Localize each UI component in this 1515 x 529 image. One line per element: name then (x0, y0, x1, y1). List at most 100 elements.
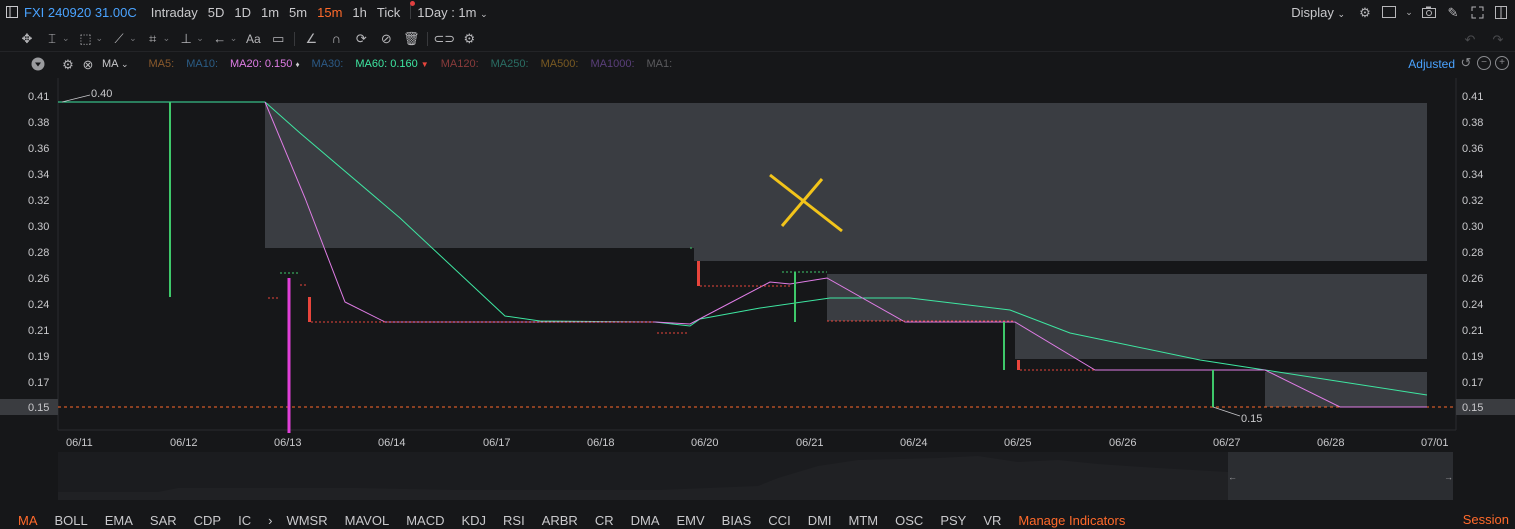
chevron-down-icon[interactable]: ⌄ (95, 33, 104, 43)
settings-icon[interactable]: ⚙ (463, 31, 476, 46)
indicator-mavol[interactable]: MAVOL (344, 513, 390, 528)
y-tick: 0.36 (28, 143, 49, 155)
ticker-symbol[interactable]: FXI 240920 31.00C (24, 4, 137, 20)
comment-icon[interactable]: ▭ (272, 31, 285, 46)
indicator-rsi[interactable]: RSI (503, 513, 525, 528)
indicator-kdj[interactable]: KDJ (461, 513, 487, 528)
period-1h[interactable]: 1h (352, 4, 367, 20)
period-15m[interactable]: 15m (317, 4, 343, 20)
ma5-label: MA5: (148, 58, 175, 70)
indicator-osc[interactable]: OSC (895, 513, 924, 528)
indicator-sar[interactable]: SAR (149, 513, 177, 528)
low-pointer (1212, 406, 1241, 417)
indicator-cci[interactable]: CCI (768, 513, 791, 528)
collapse-icon[interactable] (30, 56, 46, 72)
reset-icon[interactable]: ↺ (1460, 55, 1472, 70)
manage-indicators-link[interactable]: Manage Indicators (1018, 513, 1126, 528)
trend-line-icon[interactable]: ⟋ (114, 31, 124, 46)
indicator-arbr[interactable]: ARBR (541, 513, 578, 528)
y-tick: 0.17 (1462, 377, 1483, 389)
move-icon[interactable]: ✥ (21, 31, 33, 46)
text-icon[interactable]: Aa (245, 31, 261, 46)
chart-canvas[interactable]: 0.40 0.15 0.41 0.38 0.36 0.34 0.32 0.30 … (0, 78, 1515, 452)
y-tick: 0.24 (1462, 299, 1483, 311)
chevron-down-icon[interactable]: ⌄ (1405, 6, 1413, 17)
y-tick: 0.34 (1462, 169, 1483, 181)
chevron-down-icon[interactable]: ⌄ (162, 33, 171, 43)
chevron-down-icon[interactable]: ⌄ (129, 33, 137, 43)
sync-icon[interactable]: ⟳ (355, 31, 367, 46)
camera-icon[interactable] (1421, 4, 1437, 20)
period-1d[interactable]: 1D (234, 4, 251, 20)
trash-icon[interactable]: 🗑 (403, 31, 420, 46)
period-1m[interactable]: 1m (260, 4, 280, 20)
high-pointer (61, 94, 91, 103)
ma-selector[interactable]: MA ⌄ (102, 58, 129, 70)
ruler-icon[interactable]: ∠ (305, 31, 318, 46)
panel-icon[interactable] (1493, 4, 1509, 20)
arrow-icon[interactable]: ← (213, 31, 227, 46)
session-button[interactable]: Session (1462, 512, 1509, 527)
link-icon[interactable]: ⊂⊃ (433, 31, 456, 46)
period-5m[interactable]: 5m (289, 4, 308, 20)
navigator-left-handle[interactable]: ← (1228, 472, 1237, 482)
pencil-icon[interactable]: ✎ (1447, 4, 1459, 20)
indicator-ema[interactable]: EMA (104, 513, 133, 528)
zoom-out-icon[interactable]: − (1477, 56, 1491, 70)
chevron-down-icon[interactable]: ⌄ (229, 33, 238, 43)
undo-icon[interactable]: ↶ (1464, 31, 1476, 47)
navigator-window[interactable] (1228, 452, 1453, 500)
candle-body (1017, 360, 1020, 370)
indicator-ma[interactable]: MA (18, 513, 38, 528)
chevron-right-icon[interactable]: › (268, 513, 273, 528)
indicator-macd[interactable]: MACD (406, 513, 445, 528)
period-intraday[interactable]: Intraday (150, 4, 198, 20)
indicator-emv[interactable]: EMV (676, 513, 705, 528)
ma60-value: 0.160 (390, 58, 418, 70)
indicator-wmsr[interactable]: WMSR (286, 513, 328, 528)
y-tick: 0.15 (1462, 402, 1483, 414)
indicator-mtm[interactable]: MTM (848, 513, 879, 528)
adjusted-toggle[interactable]: Adjusted (1408, 57, 1455, 71)
indicator-psy[interactable]: PSY (940, 513, 967, 528)
indicator-boll[interactable]: BOLL (54, 513, 88, 528)
period-5d[interactable]: 5D (207, 4, 225, 20)
gear-icon[interactable]: ⚙ (1359, 4, 1371, 20)
time-navigator[interactable]: ← → (58, 452, 1453, 500)
candle-body (697, 261, 700, 286)
period-tick[interactable]: Tick (376, 4, 401, 20)
y-tick: 0.41 (28, 91, 49, 103)
expand-icon[interactable] (1469, 4, 1485, 20)
indicator-dma[interactable]: DMA (630, 513, 660, 528)
indicator-cdp[interactable]: CDP (193, 513, 222, 528)
redo-icon[interactable]: ↷ (1492, 31, 1504, 47)
ma60-marker: ▼ (420, 60, 429, 69)
indicator-ic[interactable]: IC (238, 513, 252, 528)
indicator-bias[interactable]: BIAS (721, 513, 752, 528)
x-tick: 06/28 (1317, 437, 1345, 449)
indicator-cr[interactable]: CR (594, 513, 614, 528)
x-tick: 06/21 (796, 437, 824, 449)
layout-icon[interactable] (1381, 4, 1397, 20)
cursor-line-icon[interactable]: ⌶ (48, 31, 56, 46)
close-icon[interactable]: ⊗ (82, 56, 94, 72)
navigator-right-handle[interactable]: → (1444, 472, 1453, 482)
zoom-in-icon[interactable]: + (1495, 56, 1509, 70)
price-chart[interactable]: 0.40 0.15 0.41 0.38 0.36 0.34 0.32 0.30 … (0, 78, 1515, 452)
magnet-icon[interactable]: ∩ (331, 31, 341, 46)
indicator-vr[interactable]: VR (983, 513, 1002, 528)
display-menu[interactable]: Display ⌄ (1291, 5, 1345, 20)
fibonacci-icon[interactable]: ⊥ (180, 31, 192, 46)
sidebar-toggle-icon[interactable] (4, 4, 20, 20)
hide-icon[interactable]: ⊘ (380, 31, 392, 46)
interval-select[interactable]: 1Day : 1m ⌄ (417, 5, 487, 20)
x-tick: 06/13 (274, 437, 302, 449)
ma5-legend: MA5: (149, 58, 175, 70)
pattern-icon[interactable]: ⌗ (148, 31, 157, 46)
drawing-toolbar: ✥ ⌶ ⌄ ⬚ ⌄ ⟋ ⌄ ⌗ ⌄ ⊥ ⌄ ← ⌄ Aa ▭ ∠ ∩ ⟳ ⊘ 🗑 ⊂⊃ ⚙ … (0, 26, 1515, 52)
indicator-dmi[interactable]: DMI (807, 513, 832, 528)
chevron-down-icon[interactable]: ⌄ (62, 33, 70, 43)
rectangle-select-icon[interactable]: ⬚ (79, 31, 92, 46)
chevron-down-icon[interactable]: ⌄ (196, 33, 204, 43)
gear-icon[interactable]: ⚙ (62, 56, 74, 72)
